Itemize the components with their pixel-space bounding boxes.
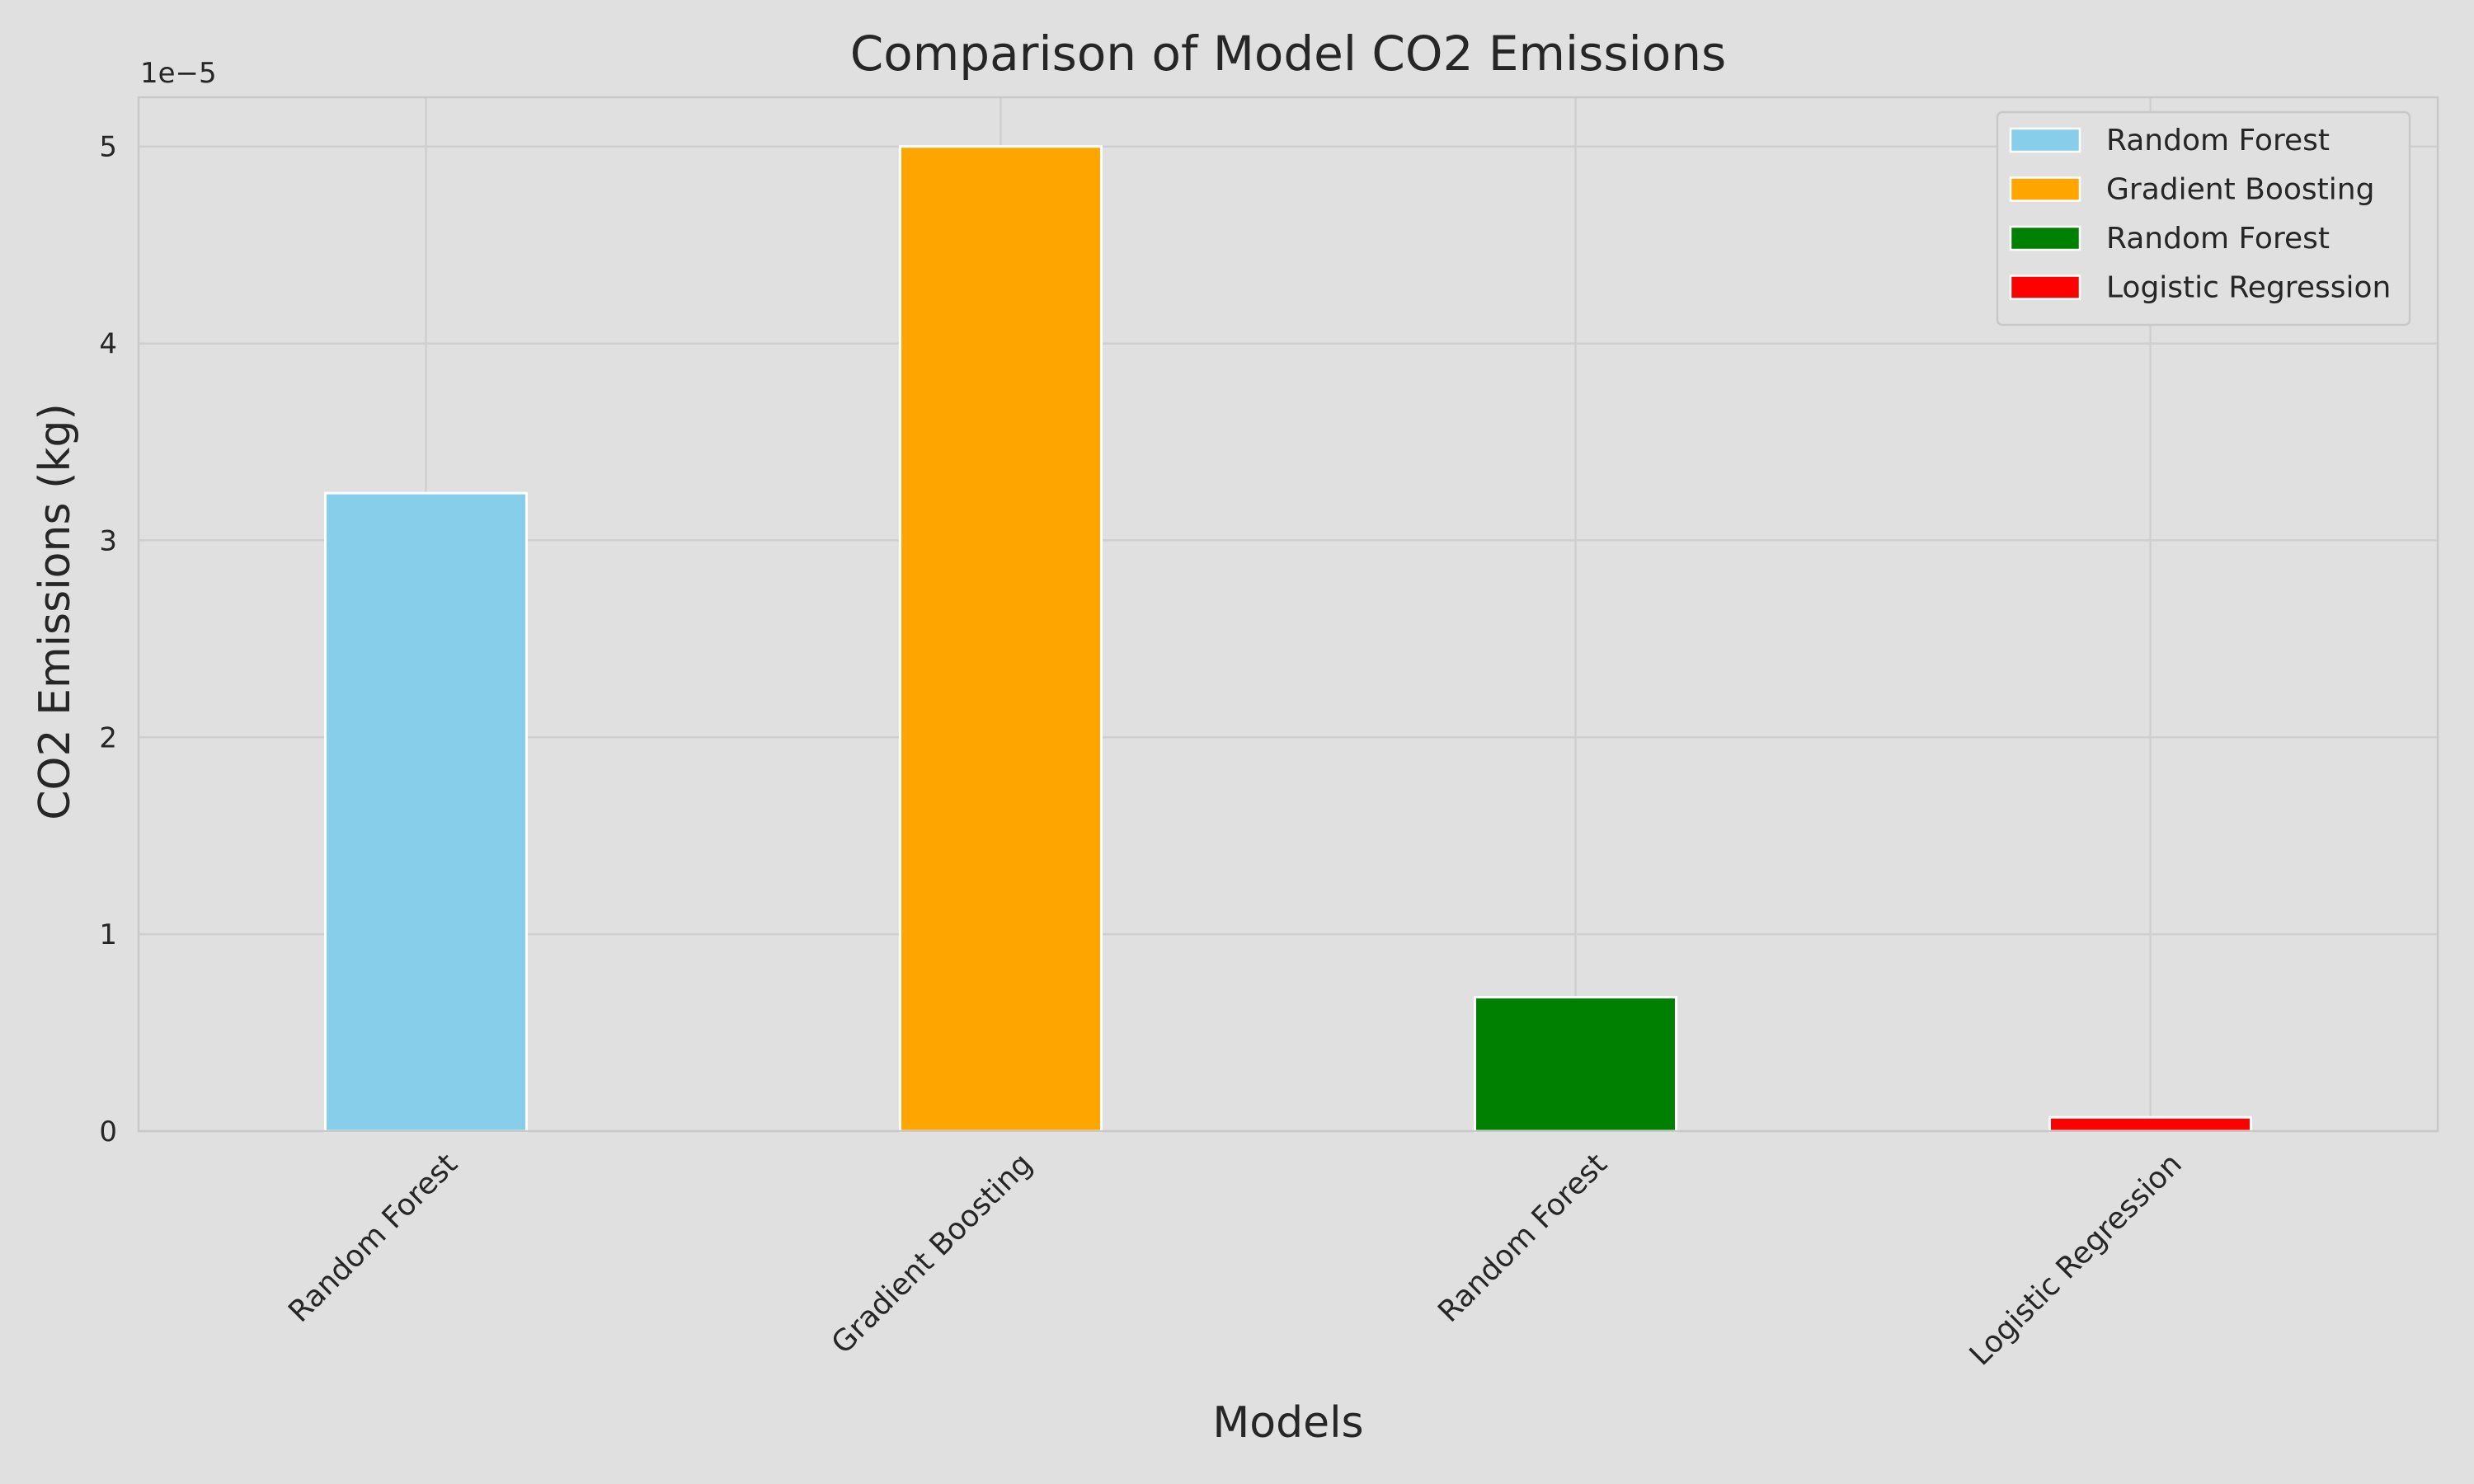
legend-swatch xyxy=(2009,225,2081,251)
bar xyxy=(2048,1115,2252,1133)
y-tick-label: 4 xyxy=(99,328,117,361)
chart-title: Comparison of Model CO2 Emissions xyxy=(850,26,1726,82)
plot-frame xyxy=(137,96,2439,1133)
legend-box xyxy=(1996,110,2411,326)
legend-swatch xyxy=(2009,127,2081,153)
bar xyxy=(324,491,528,1133)
y-tick-label: 5 xyxy=(99,131,117,164)
bar xyxy=(899,145,1103,1133)
y-tick-label: 3 xyxy=(99,524,117,557)
y-axis-label: CO2 Emissions (kg) xyxy=(31,403,80,820)
legend-swatch xyxy=(2009,176,2081,202)
y-axis-multiplier: 1e−5 xyxy=(140,57,217,90)
legend-label: Random Forest xyxy=(2106,222,2330,256)
legend-label: Gradient Boosting xyxy=(2106,173,2374,207)
legend-label: Logistic Regression xyxy=(2106,271,2391,305)
x-axis-label: Models xyxy=(1212,1398,1363,1448)
y-tick-label: 0 xyxy=(99,1115,117,1148)
legend-swatch xyxy=(2009,275,2081,300)
y-tick-label: 2 xyxy=(99,721,117,754)
y-tick-label: 1 xyxy=(99,918,117,951)
bar xyxy=(1474,996,1677,1133)
legend: Random Forest Gradient Boosting Random For… xyxy=(1996,110,2411,326)
legend-label: Random Forest xyxy=(2106,124,2330,157)
